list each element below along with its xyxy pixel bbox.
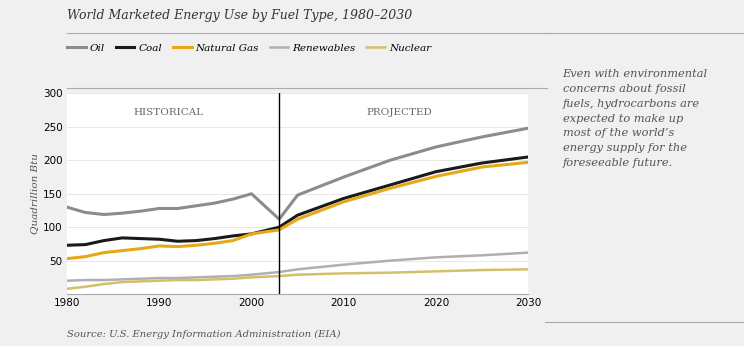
- Y-axis label: Quadrillion Btu: Quadrillion Btu: [30, 153, 39, 234]
- Text: Source: U.S. Energy Information Administration (EIA): Source: U.S. Energy Information Administ…: [67, 330, 341, 339]
- Legend: Oil, Coal, Natural Gas, Renewables, Nuclear: Oil, Coal, Natural Gas, Renewables, Nucl…: [63, 38, 435, 57]
- Text: World Marketed Energy Use by Fuel Type, 1980–2030: World Marketed Energy Use by Fuel Type, …: [67, 9, 412, 22]
- Text: Even with environmental
concerns about fossil
fuels, hydrocarbons are
expected t: Even with environmental concerns about f…: [562, 69, 708, 168]
- Text: HISTORICAL: HISTORICAL: [133, 108, 204, 117]
- Text: PROJECTED: PROJECTED: [366, 108, 432, 117]
